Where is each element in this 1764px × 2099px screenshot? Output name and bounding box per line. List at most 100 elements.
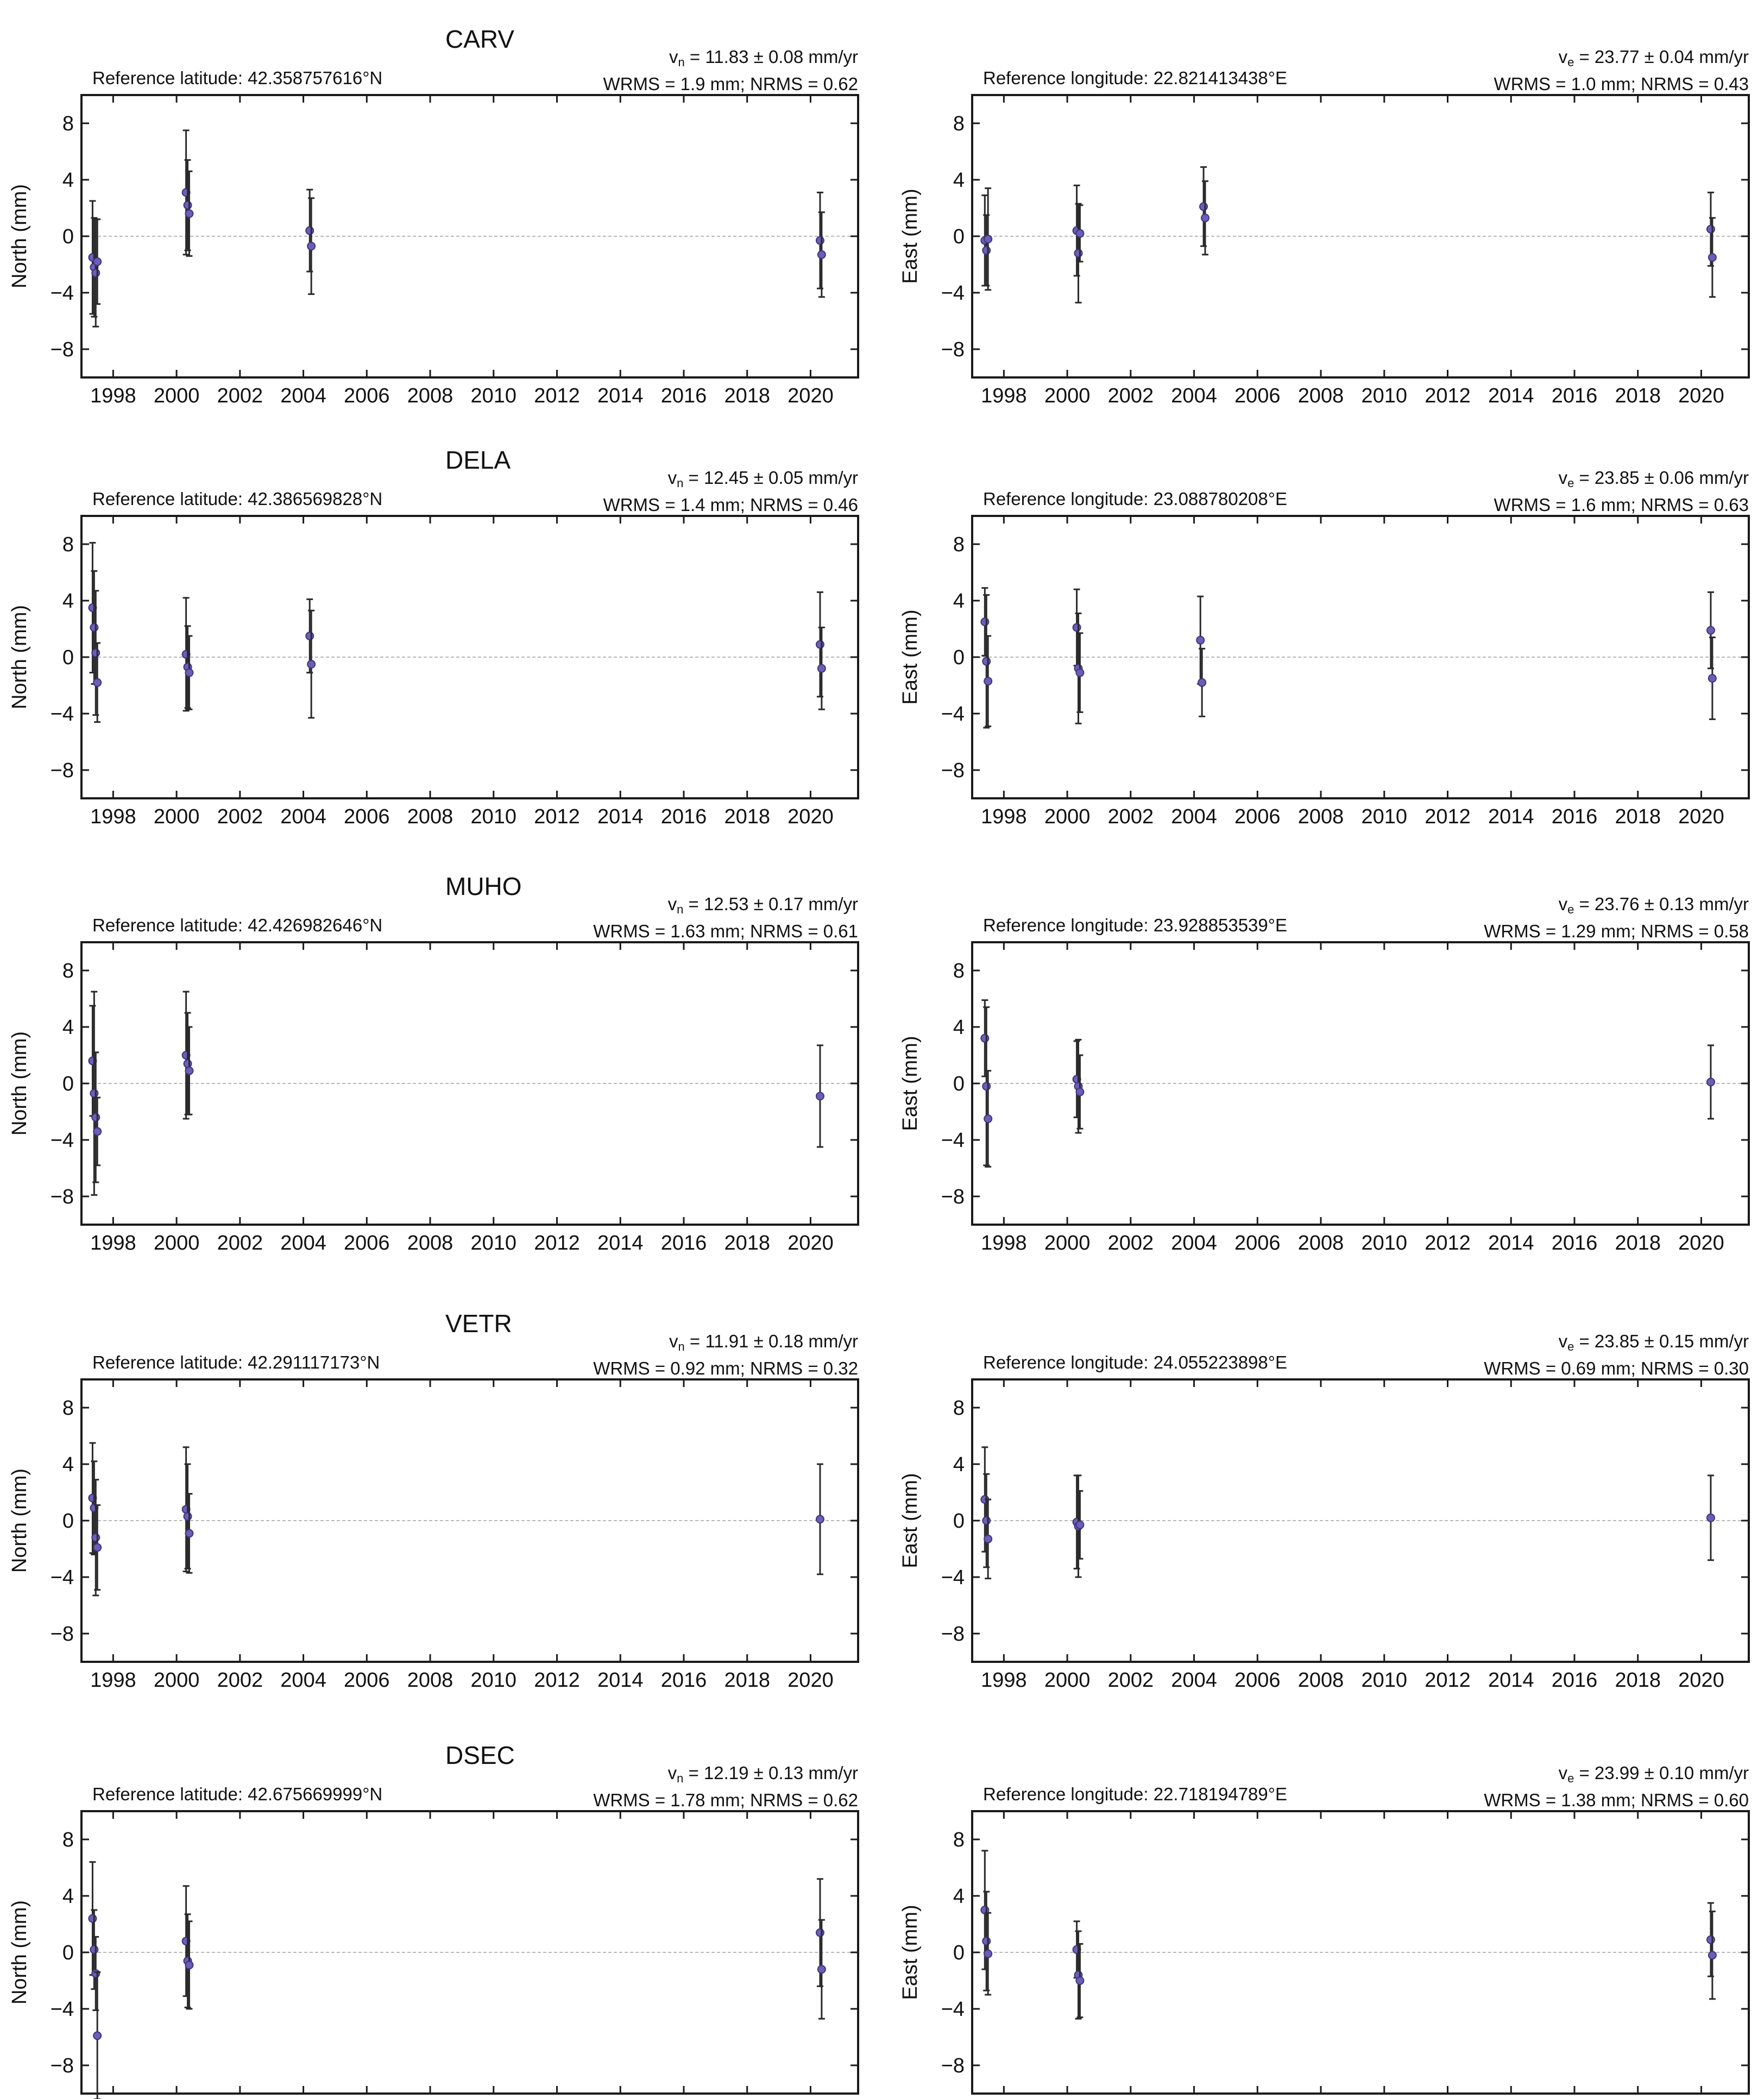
x-tick-label: 2016 (661, 384, 707, 407)
y-tick-label: −4 (51, 1998, 74, 2021)
data-point (984, 187, 993, 291)
x-tick-label: 2016 (1552, 1232, 1598, 1255)
data-point (1075, 1054, 1085, 1130)
reference-coordinate: Reference latitude: 42.291117173°N (92, 1352, 380, 1372)
rms-stats: WRMS = 1.38 mm; NRMS = 0.60 (1484, 1790, 1749, 1810)
velocity-estimate: ve = 23.99 ± 0.10 mm/yr (1484, 1762, 1749, 1789)
velocity-stats-block: ve = 23.77 ± 0.04 mm/yr WRMS = 1.0 mm; NR… (1494, 46, 1749, 95)
marker (93, 2031, 102, 2040)
x-tick-label: 2008 (1298, 805, 1344, 828)
marker (305, 632, 314, 640)
data-point (982, 1006, 991, 1167)
y-tick-label: −8 (51, 1186, 74, 1208)
marker (984, 677, 993, 686)
x-tick-label: 2012 (1425, 805, 1471, 828)
x-tick-label: 2010 (471, 1232, 517, 1255)
velocity-stats-block: vn = 12.45 ± 0.05 mm/yr WRMS = 1.4 mm; NR… (603, 467, 858, 516)
station-name: VETR (445, 1309, 512, 1338)
y-tick-label: 0 (62, 1073, 74, 1095)
data-point (817, 626, 826, 710)
data-point (1706, 591, 1715, 670)
marker (93, 257, 102, 266)
velocity-value: = 12.53 ± 0.17 mm/yr (683, 894, 858, 914)
y-tick-label: −8 (51, 338, 74, 361)
x-tick-label: 2010 (1362, 384, 1408, 407)
y-axis-label: East (mm) (899, 1905, 922, 2000)
rms-stats: WRMS = 1.4 mm; NRMS = 0.46 (603, 495, 858, 515)
y-tick-label: −4 (51, 1566, 74, 1589)
velocity-symbol: v (669, 47, 678, 67)
marker (307, 242, 316, 251)
data-point (817, 1919, 826, 2020)
velocity-stats-block: ve = 23.76 ± 0.13 mm/yr WRMS = 1.29 mm; N… (1484, 893, 1749, 942)
marker (93, 1127, 102, 1136)
y-tick-label: 8 (62, 1397, 74, 1420)
y-axis-label: East (mm) (899, 1036, 922, 1131)
velocity-estimate: vn = 11.83 ± 0.08 mm/yr (603, 46, 858, 73)
marker (1706, 1513, 1715, 1522)
data-point (183, 1463, 192, 1569)
data-point (93, 1504, 102, 1591)
data-point (1706, 1474, 1715, 1561)
data-point (183, 1913, 192, 2008)
x-tick-label: 1998 (90, 805, 136, 828)
station-name: DELA (445, 446, 511, 474)
marker (984, 235, 993, 244)
x-tick-label: 2004 (280, 1232, 326, 1255)
marker (185, 1066, 194, 1075)
x-tick-label: 2006 (344, 384, 390, 407)
data-point (984, 1912, 993, 1996)
x-tick-label: 2016 (1552, 384, 1598, 407)
y-tick-label: −8 (51, 2054, 74, 2077)
x-tick-label: 2004 (1171, 1669, 1217, 1692)
data-point (1708, 1911, 1717, 2000)
x-tick-label: 2000 (154, 1669, 200, 1692)
x-tick-label: 2008 (407, 805, 453, 828)
velocity-value: = 23.76 ± 0.13 mm/yr (1574, 894, 1749, 914)
marker (1075, 229, 1085, 238)
marker (93, 678, 102, 687)
data-point (1706, 1902, 1715, 1977)
x-tick-label: 2018 (1615, 1669, 1661, 1692)
x-tick-label: 2016 (661, 1669, 707, 1692)
marker (305, 226, 314, 235)
y-tick-label: −4 (941, 703, 965, 726)
velocity-estimate: vn = 12.19 ± 0.13 mm/yr (593, 1762, 858, 1789)
x-tick-label: 2006 (1234, 384, 1281, 407)
x-tick-label: 2010 (471, 1669, 517, 1692)
reference-coordinate: Reference longitude: 22.821413438°E (983, 68, 1287, 88)
velocity-symbol: v (1558, 468, 1568, 488)
velocity-value: = 23.99 ± 0.10 mm/yr (1574, 1763, 1749, 1783)
y-axis-label: North (mm) (8, 1031, 31, 1136)
x-tick-label: 2008 (1298, 1669, 1344, 1692)
y-tick-label: 4 (953, 169, 965, 192)
data-point (93, 642, 102, 723)
velocity-estimate: vn = 12.53 ± 0.17 mm/yr (593, 893, 858, 921)
x-tick-label: 2020 (788, 384, 834, 407)
x-tick-label: 2018 (1615, 384, 1661, 407)
reference-coordinate: Reference latitude: 42.358757616°N (92, 68, 383, 88)
marker (1199, 202, 1208, 211)
velocity-stats-block: vn = 12.53 ± 0.17 mm/yr WRMS = 1.63 mm; N… (593, 893, 858, 942)
x-tick-label: 2006 (1234, 1232, 1281, 1255)
marker (91, 1969, 100, 1978)
y-tick-label: 4 (953, 1885, 965, 1908)
marker (91, 268, 100, 278)
x-tick-label: 2000 (1044, 1669, 1091, 1692)
x-tick-label: 2004 (1171, 384, 1217, 407)
y-tick-label: −8 (941, 2054, 965, 2077)
velocity-symbol: v (669, 1331, 678, 1351)
panel-muho-east: Reference longitude: 23.928853539°E ve = … (891, 877, 1760, 1255)
x-tick-label: 2020 (788, 1669, 834, 1692)
y-tick-label: 0 (953, 1073, 965, 1095)
x-tick-label: 2014 (1488, 1669, 1534, 1692)
reference-coordinate: Reference longitude: 23.088780208°E (983, 489, 1287, 509)
x-tick-label: 2012 (534, 1232, 580, 1255)
y-tick-label: 4 (62, 590, 74, 613)
marker (91, 648, 100, 658)
plot-svg: 840−4−8199820002002200420062008201020122… (899, 1810, 1750, 2095)
velocity-symbol: v (1558, 1763, 1568, 1783)
x-tick-label: 2016 (1552, 805, 1598, 828)
